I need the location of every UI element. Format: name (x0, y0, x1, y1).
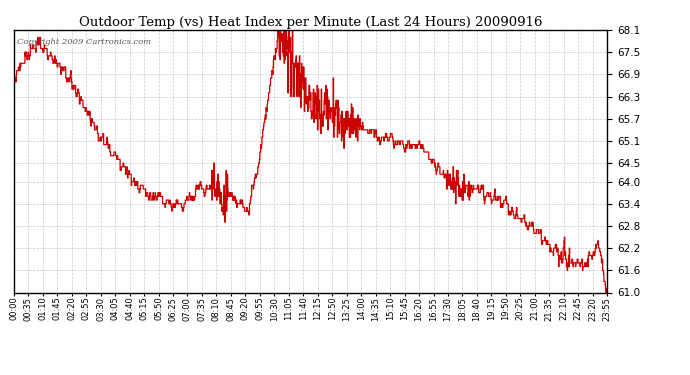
Text: Copyright 2009 Cartronics.com: Copyright 2009 Cartronics.com (17, 38, 151, 46)
Title: Outdoor Temp (vs) Heat Index per Minute (Last 24 Hours) 20090916: Outdoor Temp (vs) Heat Index per Minute … (79, 16, 542, 29)
